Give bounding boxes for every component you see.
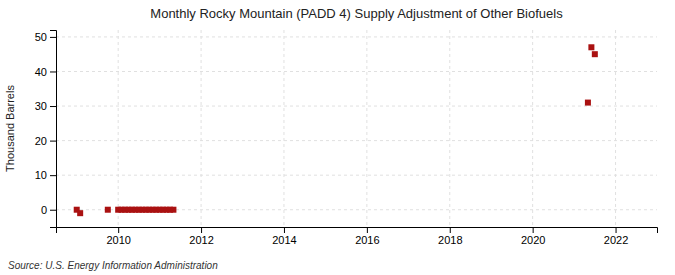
tick: 2020: [521, 227, 545, 246]
grid-line: [56, 106, 657, 107]
title: Monthly Rocky Mountain (PADD 4) Supply A…: [150, 6, 563, 21]
tick-label: 10: [35, 169, 47, 181]
tick-label: 20: [35, 135, 47, 147]
tick-mark: [367, 227, 368, 233]
tick: 10: [35, 169, 56, 181]
tick-label: 2010: [106, 234, 130, 246]
grid: [56, 30, 657, 227]
tick-label: 30: [35, 100, 47, 112]
source: Source: U.S. Energy Information Administ…: [8, 260, 218, 271]
tick: 50: [35, 31, 56, 43]
tick: 2022: [604, 227, 628, 246]
tick: 2010: [106, 227, 130, 246]
tick-label: 2022: [604, 234, 628, 246]
point: [170, 207, 176, 213]
tick-label: 50: [35, 31, 47, 43]
point: [105, 207, 111, 213]
tick-mark: [616, 227, 617, 233]
grid-line: [201, 30, 202, 227]
grid-line: [532, 30, 533, 227]
tick: 40: [35, 65, 56, 77]
grid-line: [56, 140, 657, 141]
tick-mark: [118, 227, 119, 233]
tick-label: 2018: [438, 234, 462, 246]
point: [77, 210, 83, 216]
points: [74, 44, 598, 216]
grid-line: [366, 30, 367, 227]
tick-mark: [50, 37, 56, 38]
point: [592, 51, 598, 57]
tick: 2018: [438, 227, 462, 246]
tick-label: 2012: [189, 234, 213, 246]
grid-line: [56, 36, 657, 37]
grid-line: [118, 30, 119, 227]
tick-label: 2020: [521, 234, 545, 246]
tick: 2012: [189, 227, 213, 246]
tick: 30: [35, 100, 56, 112]
y-axis: 0 10 20 30 40 50: [35, 31, 57, 228]
tick-mark: [50, 106, 56, 107]
tick: 2014: [272, 227, 296, 246]
tick-mark: [284, 227, 285, 233]
grid-line: [56, 71, 657, 72]
tick-mark: [201, 227, 202, 233]
tick: 2016: [355, 227, 379, 246]
grid-line: [615, 30, 616, 227]
tick-mark: [50, 210, 56, 211]
tick-mark: [50, 141, 56, 142]
axis-line: [50, 31, 57, 228]
tick-mark: [50, 175, 56, 176]
tick: 0: [41, 204, 56, 216]
tick-label: 40: [35, 65, 47, 77]
tick-mark: [450, 227, 451, 233]
tick-label: 0: [41, 204, 47, 216]
axis-line: [57, 228, 658, 234]
y-axis-title: Thousand Barrels: [4, 85, 16, 172]
tick-mark: [50, 71, 56, 72]
x-axis: 2010 2012 2014 2016 2018 2020 2022: [57, 227, 658, 246]
tick-mark: [533, 227, 534, 233]
point: [585, 100, 591, 106]
grid-line: [56, 175, 657, 176]
point: [588, 44, 594, 50]
tick-label: 2016: [355, 234, 379, 246]
grid-line: [449, 30, 450, 227]
grid-line: [283, 30, 284, 227]
tick: 20: [35, 135, 56, 147]
tick-label: 2014: [272, 234, 296, 246]
chart: 2010 2012 2014 2016 2018 2020 2022 0 10 20 30 40 50 M…: [0, 0, 675, 275]
